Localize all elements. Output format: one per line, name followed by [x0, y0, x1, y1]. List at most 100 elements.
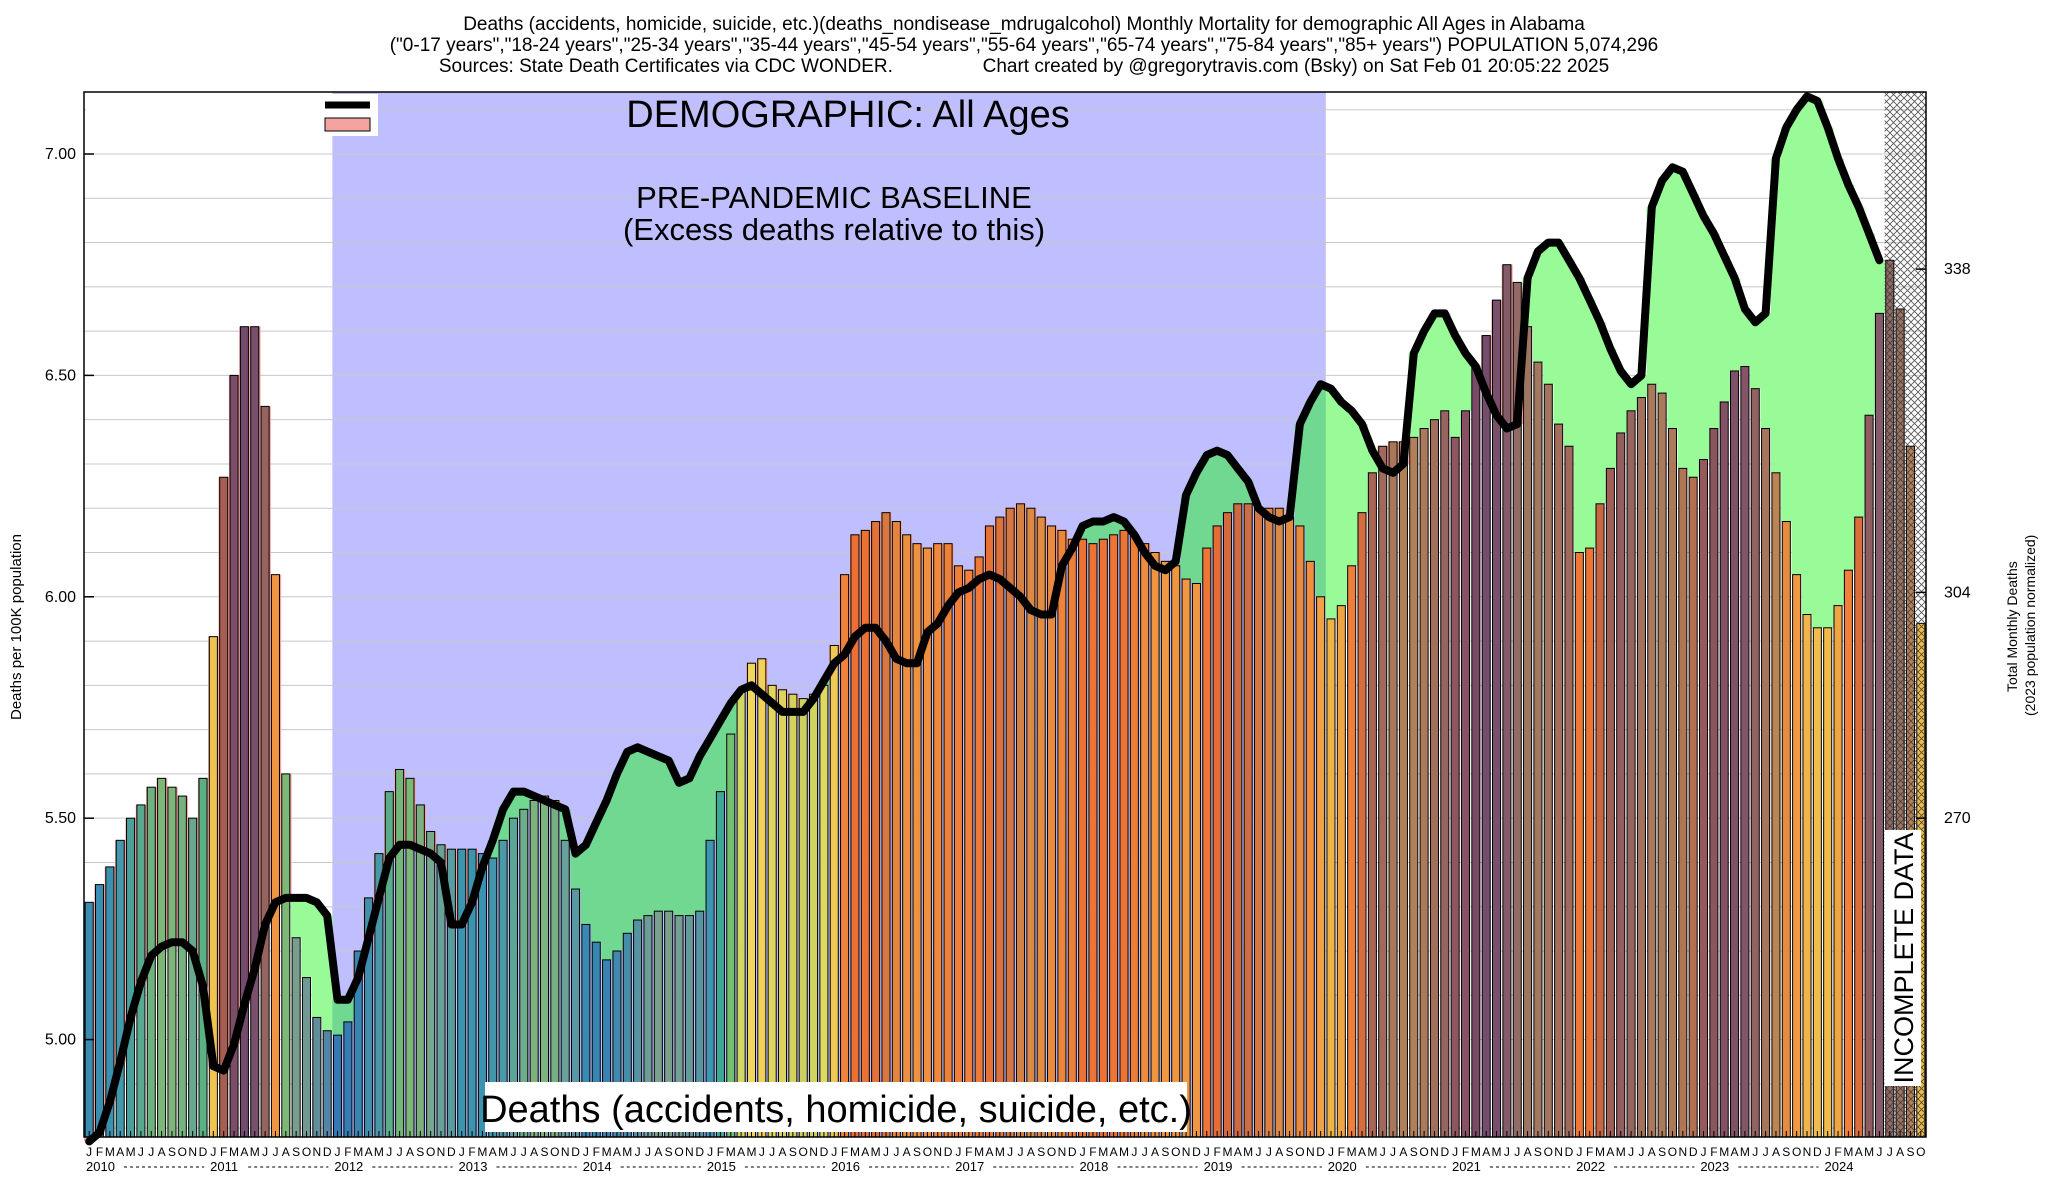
excess-fill: [1750, 322, 1762, 389]
x-month-label: M: [1222, 1145, 1232, 1159]
bar-actual-month: [198, 777, 208, 1138]
x-month-label: D: [1689, 1145, 1698, 1159]
excess-fill: [1667, 167, 1679, 429]
x-year-label: 2015: [707, 1159, 736, 1174]
bar-actual-month: [1326, 618, 1336, 1138]
bar-actual-month: [912, 543, 922, 1138]
excess-fill: [1108, 517, 1120, 535]
x-month-label: M: [1471, 1145, 1481, 1159]
y-tick-label: 6.50: [45, 367, 76, 384]
bar-actual-month: [1181, 578, 1191, 1138]
plot-frame: [83, 91, 1927, 1138]
bar-actual-month: [1243, 503, 1253, 1138]
excess-fill: [1874, 260, 1886, 314]
bar-actual-month: [1409, 436, 1419, 1138]
x-month-label: M: [1367, 1145, 1377, 1159]
expected-deaths-line: [85, 92, 1884, 1146]
y-tick-label: 5.00: [45, 1032, 76, 1049]
x-month-label: A: [654, 1145, 662, 1159]
bar-actual-month: [1492, 299, 1502, 1138]
x-month-label: J: [1131, 1145, 1137, 1159]
x-month-label: S: [292, 1145, 300, 1159]
bar-actual-month: [1833, 605, 1843, 1138]
x-month-label: S: [540, 1145, 548, 1159]
x-month-label: D: [1440, 1145, 1449, 1159]
x-month-label: D: [323, 1145, 332, 1159]
bar-actual-month: [1129, 534, 1139, 1138]
x-year-label: 2022: [1576, 1159, 1605, 1174]
bar-actual-month: [1057, 529, 1067, 1138]
x-month-label: J: [1380, 1145, 1386, 1159]
x-month-label: S: [1161, 1145, 1169, 1159]
x-year-label: 2018: [1079, 1159, 1108, 1174]
excess-fill: [1429, 313, 1441, 420]
x-month-label: A: [158, 1145, 166, 1159]
excess-fill: [1698, 215, 1710, 460]
x-month-label: M: [850, 1145, 860, 1159]
x-month-label: N: [561, 1145, 570, 1159]
x-month-label: J: [1576, 1145, 1582, 1159]
excess-fill: [1812, 100, 1824, 628]
x-month-label: M: [250, 1145, 260, 1159]
bar-actual-month: [1460, 410, 1471, 1138]
x-month-label: J: [1876, 1145, 1882, 1159]
bar-actual-month: [1212, 525, 1222, 1138]
bar-actual-month: [1761, 428, 1771, 1138]
x-year-label: 2016: [831, 1159, 860, 1174]
bar-actual-month: [1388, 441, 1398, 1138]
x-month-label: A: [985, 1145, 993, 1159]
excess-fill: [1543, 242, 1555, 385]
x-month-label: A: [116, 1145, 124, 1159]
x-year-label: 2013: [459, 1159, 488, 1174]
bar-actual-month: [1740, 366, 1750, 1138]
bar-actual-month: [260, 405, 270, 1138]
x-month-label: M: [1595, 1145, 1605, 1159]
x-month-label: S: [416, 1145, 424, 1159]
x-month-label: A: [1234, 1145, 1242, 1159]
bar-actual-month: [1616, 432, 1626, 1138]
bar-actual-month: [777, 689, 788, 1138]
bar-actual-month: [1367, 472, 1377, 1138]
x-month-label: A: [1648, 1145, 1656, 1159]
x-month-label: J: [86, 1145, 92, 1159]
excess-fill: [1719, 255, 1730, 402]
bar-actual-month: [219, 476, 229, 1138]
excess-fill: [332, 999, 344, 1036]
x-month-label: J: [707, 1145, 713, 1159]
excess-fill: [518, 791, 530, 810]
x-month-label: N: [188, 1145, 197, 1159]
y-axis-label: Deaths per 100K population: [8, 534, 25, 720]
bar-actual-month: [788, 693, 798, 1138]
bar-actual-month: [1864, 414, 1874, 1138]
x-month-label: N: [933, 1145, 942, 1159]
excess-fill: [601, 800, 613, 960]
excess-fill: [311, 902, 323, 1018]
excess-fill: [1180, 494, 1192, 580]
x-year-label: 2023: [1700, 1159, 1729, 1174]
x-month-label: A: [1358, 1145, 1366, 1159]
excess-fill: [1346, 410, 1358, 566]
bar-actual-month: [291, 937, 301, 1138]
bar-actual-month: [860, 529, 870, 1138]
excess-fill: [715, 720, 727, 792]
bar-actual-month: [829, 644, 839, 1138]
bar-actual-month: [1398, 441, 1408, 1138]
excess-fill: [497, 809, 509, 841]
bar-actual-month: [157, 777, 167, 1138]
x-month-label: N: [1058, 1145, 1067, 1159]
x-month-label: J: [459, 1145, 465, 1159]
excess-fill: [570, 853, 582, 890]
x-month-label: F: [1213, 1145, 1220, 1159]
x-month-label: J: [521, 1145, 527, 1159]
bar-actual-month: [757, 658, 767, 1138]
bar-actual-month: [84, 901, 94, 1138]
bar-actual-month: [94, 884, 105, 1138]
x-month-label: J: [769, 1145, 775, 1159]
x-month-label: M: [746, 1145, 756, 1159]
bar-actual-month: [1709, 428, 1719, 1138]
bar-actual-month: [1109, 534, 1119, 1138]
excess-fill: [1739, 308, 1751, 367]
x-month-label: O: [1544, 1145, 1553, 1159]
excess-fill: [1315, 384, 1327, 597]
bar-actual-month: [1440, 410, 1450, 1138]
